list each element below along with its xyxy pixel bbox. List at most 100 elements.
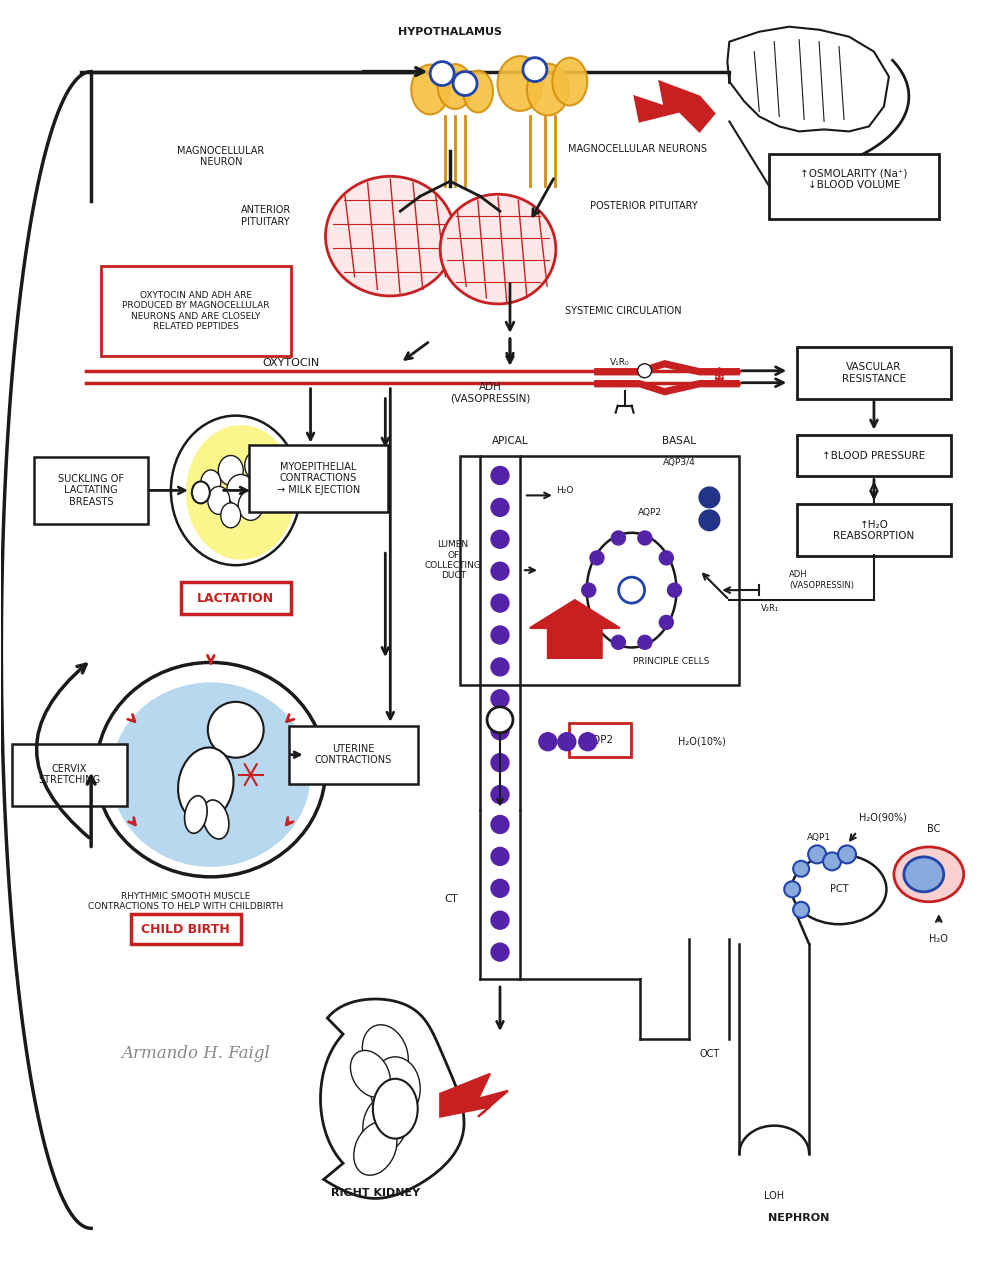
Circle shape	[491, 786, 509, 804]
Circle shape	[453, 72, 477, 96]
Bar	[131, 914, 241, 945]
Circle shape	[539, 732, 557, 750]
Text: LUMEN
OF
COLLECTING
DUCT: LUMEN OF COLLECTING DUCT	[425, 540, 482, 580]
Circle shape	[491, 690, 509, 708]
Polygon shape	[635, 82, 715, 132]
Circle shape	[491, 530, 509, 548]
Text: AQP3/4: AQP3/4	[663, 458, 696, 467]
Ellipse shape	[192, 481, 210, 503]
Circle shape	[491, 658, 509, 676]
Circle shape	[491, 466, 509, 484]
Text: +: +	[436, 67, 448, 81]
Bar	[796, 435, 951, 476]
Text: ADH
(VASOPRESSIN): ADH (VASOPRESSIN)	[789, 571, 854, 590]
Circle shape	[612, 531, 626, 545]
Circle shape	[700, 488, 720, 507]
Text: RIGHT KIDNEY: RIGHT KIDNEY	[330, 1188, 420, 1198]
Text: AQP2: AQP2	[638, 508, 662, 517]
Ellipse shape	[904, 856, 944, 892]
Text: OXYTOCIN AND ADH ARE
PRODUCED BY MAGNOCELLULAR
NEURONS AND ARE CLOSELY
RELATED P: OXYTOCIN AND ADH ARE PRODUCED BY MAGNOCE…	[122, 291, 269, 332]
Ellipse shape	[350, 1051, 390, 1097]
Bar	[460, 456, 740, 685]
Ellipse shape	[221, 503, 241, 527]
Ellipse shape	[111, 682, 310, 867]
Ellipse shape	[373, 1079, 418, 1139]
Text: +: +	[626, 584, 638, 598]
Text: CT: CT	[444, 895, 458, 904]
Text: PRINCIPLE CELLS: PRINCIPLE CELLS	[634, 658, 710, 667]
Text: H₂O: H₂O	[929, 934, 948, 945]
Circle shape	[793, 902, 809, 918]
Bar	[101, 266, 290, 356]
Ellipse shape	[791, 855, 886, 924]
Circle shape	[582, 584, 596, 596]
Circle shape	[579, 732, 597, 750]
Circle shape	[700, 511, 720, 530]
Circle shape	[660, 550, 674, 564]
Polygon shape	[440, 1074, 508, 1116]
Ellipse shape	[96, 663, 325, 877]
Text: ADH
(VASOPRESSIN): ADH (VASOPRESSIN)	[450, 381, 530, 403]
Ellipse shape	[185, 796, 208, 833]
Circle shape	[491, 498, 509, 516]
Text: ANTERIOR
PITUITARY: ANTERIOR PITUITARY	[241, 205, 290, 227]
Circle shape	[638, 635, 652, 649]
Ellipse shape	[362, 1094, 408, 1153]
Circle shape	[619, 577, 645, 603]
Circle shape	[430, 61, 454, 86]
Text: LACTATION: LACTATION	[198, 591, 274, 604]
Bar	[569, 723, 631, 756]
Circle shape	[491, 911, 509, 929]
Text: OCT: OCT	[700, 1048, 720, 1059]
Circle shape	[491, 626, 509, 644]
Ellipse shape	[411, 64, 449, 114]
Ellipse shape	[587, 532, 677, 648]
Ellipse shape	[219, 456, 244, 485]
Ellipse shape	[186, 425, 295, 559]
Circle shape	[793, 861, 809, 877]
Circle shape	[491, 562, 509, 580]
Ellipse shape	[250, 475, 271, 502]
Ellipse shape	[527, 64, 569, 115]
Circle shape	[823, 852, 841, 870]
Text: BASAL: BASAL	[663, 435, 697, 445]
Text: AQP1: AQP1	[807, 833, 831, 842]
Circle shape	[491, 754, 509, 772]
Ellipse shape	[239, 490, 263, 521]
Circle shape	[487, 707, 513, 732]
Circle shape	[208, 701, 263, 758]
Circle shape	[558, 732, 576, 750]
Text: UTERINE
CONTRACTIONS: UTERINE CONTRACTIONS	[314, 744, 392, 765]
Ellipse shape	[227, 475, 254, 507]
Bar	[796, 347, 951, 398]
Bar	[288, 726, 418, 783]
Text: SUCKLING OF
LACTATING
BREASTS: SUCKLING OF LACTATING BREASTS	[58, 474, 124, 507]
Ellipse shape	[201, 470, 221, 495]
Ellipse shape	[362, 1025, 408, 1083]
Circle shape	[784, 882, 800, 897]
Text: LOH: LOH	[764, 1192, 784, 1202]
Text: ↑OSMOLARITY (Na⁺)
↓BLOOD VOLUME: ↑OSMOLARITY (Na⁺) ↓BLOOD VOLUME	[800, 169, 908, 191]
Text: VASCULAR
RESISTANCE: VASCULAR RESISTANCE	[842, 362, 906, 384]
Text: MAGNOCELLULAR
NEURON: MAGNOCELLULAR NEURON	[178, 146, 264, 168]
Bar	[249, 444, 388, 512]
Circle shape	[491, 847, 509, 865]
Text: AQP2: AQP2	[586, 735, 614, 745]
Circle shape	[491, 722, 509, 740]
Text: V₂R₁: V₂R₁	[761, 604, 779, 613]
Polygon shape	[595, 361, 740, 375]
Ellipse shape	[370, 1057, 420, 1121]
Polygon shape	[320, 998, 464, 1198]
Text: H₂O(10%): H₂O(10%)	[678, 737, 726, 746]
Ellipse shape	[208, 486, 230, 515]
Text: OXYTOCIN: OXYTOCIN	[261, 358, 319, 367]
Ellipse shape	[438, 64, 473, 109]
Text: V₁R₀: V₁R₀	[610, 358, 630, 367]
Circle shape	[612, 635, 626, 649]
Circle shape	[808, 845, 826, 864]
Text: H₂O(90%): H₂O(90%)	[859, 813, 907, 823]
Text: RHYTHMIC SMOOTH MUSCLE
CONTRACTIONS TO HELP WITH CHILDBIRTH: RHYTHMIC SMOOTH MUSCLE CONTRACTIONS TO H…	[88, 892, 283, 911]
Circle shape	[638, 364, 652, 378]
Ellipse shape	[353, 1121, 397, 1175]
Text: +: +	[459, 76, 471, 91]
